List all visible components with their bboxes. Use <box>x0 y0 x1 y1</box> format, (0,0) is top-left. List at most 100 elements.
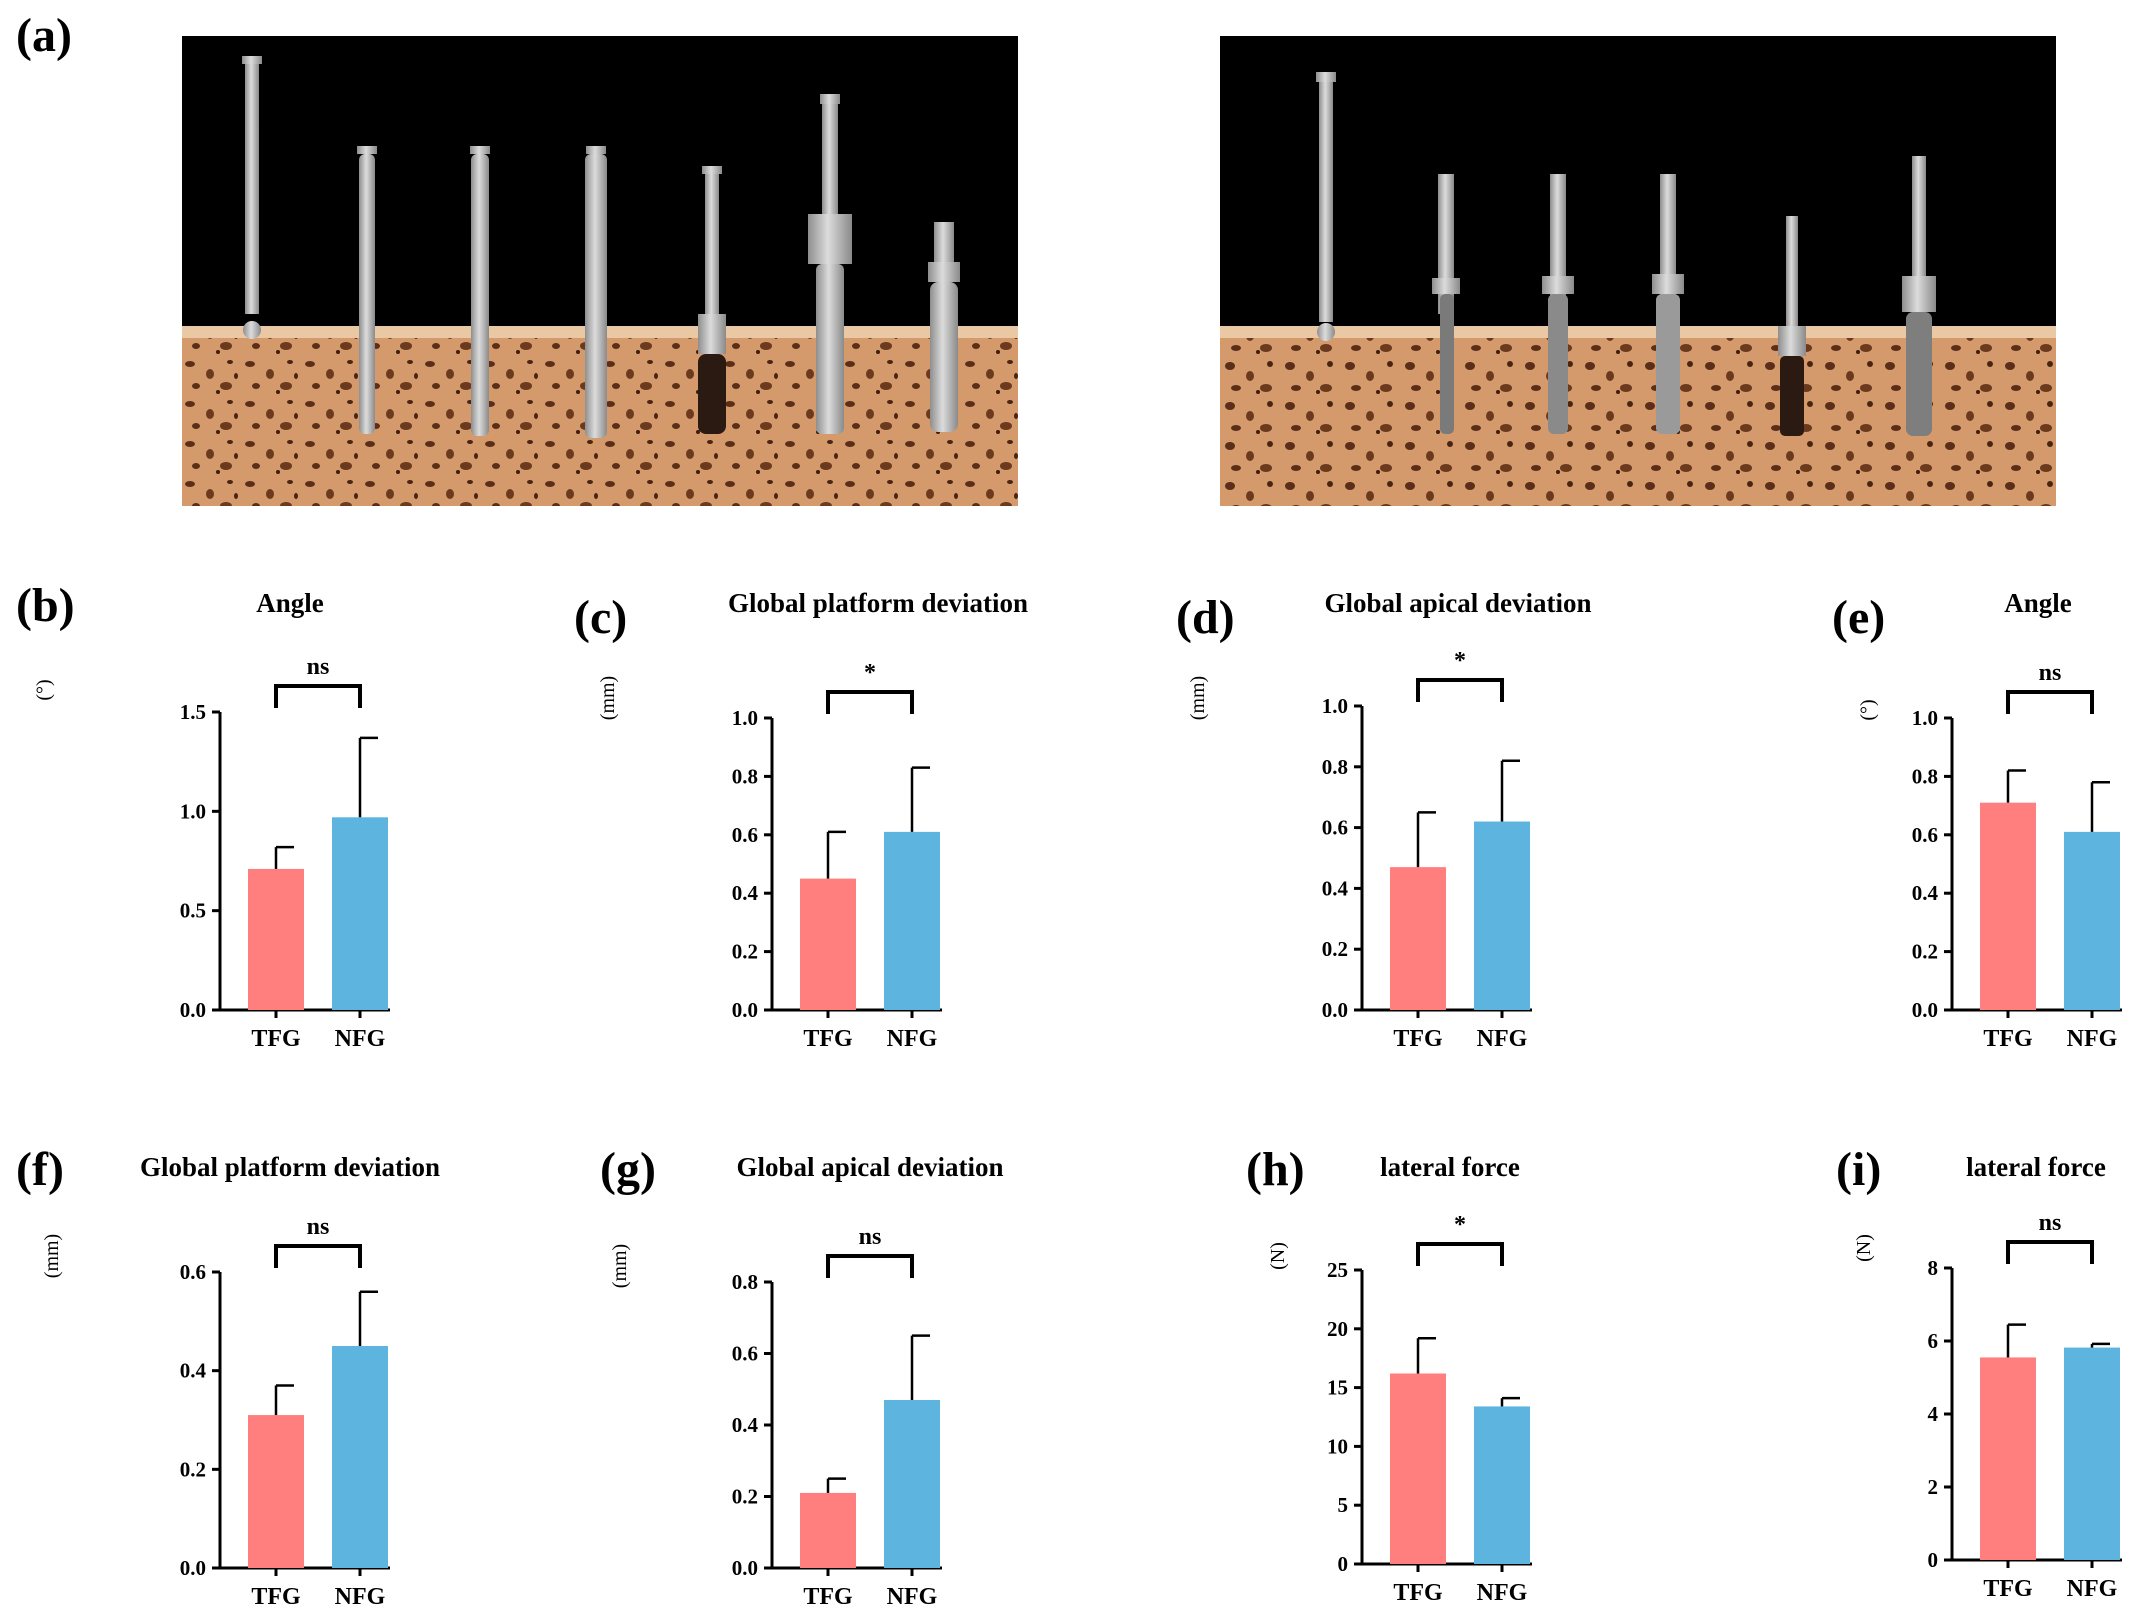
tap-mount <box>808 94 852 434</box>
x-tick-label: NFG <box>2067 1026 2118 1052</box>
y-axis-label: (N) <box>1853 1234 1875 1262</box>
bar-nfg <box>884 1399 940 1568</box>
bar-nfg <box>332 817 388 1010</box>
chart-title: Global apical deviation <box>736 1152 1003 1182</box>
panel-label-i: (i) <box>1836 1143 1882 1196</box>
photo-left <box>182 36 1018 506</box>
y-tick-label: 0.0 <box>732 1556 758 1580</box>
photo-right <box>1220 36 2056 506</box>
y-tick-label: 0.2 <box>1912 940 1938 964</box>
y-tick-label: 2 <box>1928 1475 1939 1499</box>
twist-drill <box>585 146 607 438</box>
bar-nfg <box>2064 831 2120 1010</box>
guided-implant <box>1902 156 1936 436</box>
x-tick-label: TFG <box>251 1026 301 1052</box>
chart-d: Global apical deviation (mm) 0.0 0.2 0.4 0.6 0… <box>1187 588 1592 1052</box>
y-tick-label: 20 <box>1327 1317 1348 1341</box>
y-tick-label: 0.6 <box>732 823 758 847</box>
x-tick-label: TFG <box>803 1026 853 1052</box>
significance-bracket <box>826 1254 914 1278</box>
y-tick-label: 0.2 <box>732 940 758 964</box>
y-tick-label: 10 <box>1327 1434 1348 1458</box>
y-tick-label: 0.0 <box>1912 998 1938 1022</box>
y-tick-label: 25 <box>1327 1258 1348 1282</box>
y-axis-label: (mm) <box>1187 676 1209 720</box>
bar-nfg <box>1474 1406 1530 1564</box>
chart-title: lateral force <box>1966 1152 2106 1182</box>
chart-title: Global platform deviation <box>140 1152 440 1182</box>
significance-label: ns <box>2039 660 2062 686</box>
bar-tfg <box>1980 802 2036 1010</box>
significance-label: ns <box>307 654 330 680</box>
y-tick-label: 0.6 <box>1912 823 1938 847</box>
y-axis-label: (°) <box>33 679 55 700</box>
chart-title: Angle <box>256 588 324 618</box>
y-tick-label: 0.0 <box>180 998 206 1022</box>
x-tick-label: NFG <box>1477 1580 1528 1606</box>
panel-label-d: (d) <box>1176 591 1235 644</box>
bar-tfg <box>248 868 304 1010</box>
significance-bracket <box>2006 1240 2094 1264</box>
chart-c: Global platform deviation (mm) 0.0 0.2 0.4 0.… <box>597 588 1028 1052</box>
significance-label: * <box>1454 1212 1466 1238</box>
x-tick-label: TFG <box>1983 1576 2033 1602</box>
significance-label: * <box>864 660 876 686</box>
chart-h: lateral force (N) 0 5 10 15 20 25 TFG NFG * <box>1267 1152 1532 1606</box>
y-tick-label: 0.0 <box>180 1556 206 1580</box>
panel-label-f: (f) <box>16 1143 64 1196</box>
y-tick-label: 0.0 <box>732 998 758 1022</box>
y-tick-label: 1.0 <box>1912 706 1938 730</box>
significance-bracket <box>1416 1242 1504 1266</box>
panel-label-b: (b) <box>16 579 75 632</box>
x-tick-label: NFG <box>335 1584 386 1610</box>
y-tick-label: 0.8 <box>1322 755 1348 779</box>
guided-drill <box>1432 174 1460 434</box>
bar-tfg <box>1390 1373 1446 1564</box>
y-tick-label: 0.4 <box>180 1359 207 1383</box>
x-tick-label: TFG <box>1393 1580 1443 1606</box>
y-tick-label: 15 <box>1327 1376 1348 1400</box>
guided-countersink <box>1778 216 1806 436</box>
significance-bracket <box>826 690 914 714</box>
significance-bracket <box>2006 690 2094 714</box>
x-tick-label: TFG <box>1983 1026 2033 1052</box>
bar-nfg <box>1474 821 1530 1010</box>
y-axis-label: (mm) <box>609 1244 631 1288</box>
y-axis-label: (°) <box>1857 699 1879 720</box>
x-tick-label: NFG <box>887 1026 938 1052</box>
y-tick-label: 0.4 <box>1912 881 1939 905</box>
y-axis-label: (mm) <box>597 676 619 720</box>
panel-label-e: (e) <box>1832 591 1886 644</box>
bar-tfg <box>1390 867 1446 1010</box>
twist-drill <box>357 146 377 434</box>
bar-nfg <box>2064 1347 2120 1560</box>
significance-bracket <box>1416 678 1504 702</box>
x-tick-label: NFG <box>887 1584 938 1610</box>
chart-title: lateral force <box>1380 1152 1520 1182</box>
x-tick-label: TFG <box>803 1584 853 1610</box>
y-tick-label: 5 <box>1338 1493 1349 1517</box>
y-tick-label: 0 <box>1928 1548 1939 1572</box>
significance-bracket <box>274 1244 362 1268</box>
x-tick-label: NFG <box>335 1026 386 1052</box>
bar-tfg <box>800 1492 856 1568</box>
bar-tfg <box>1980 1357 2036 1560</box>
x-tick-label: TFG <box>1393 1026 1443 1052</box>
chart-f: Global platform deviation (mm) 0.0 0.2 0.4 0.… <box>41 1152 440 1610</box>
twist-drill <box>470 146 490 436</box>
y-tick-label: 0 <box>1338 1552 1349 1576</box>
y-tick-label: 1.0 <box>732 706 758 730</box>
chart-i: lateral force (N) 0 2 4 6 8 TFG NFG ns <box>1853 1152 2122 1602</box>
guided-drill <box>1652 174 1684 434</box>
panel-label-g: (g) <box>600 1143 656 1196</box>
chart-b: Angle (°) 0.0 0.5 1.0 1.5 TFG NFG ns <box>33 588 390 1052</box>
y-tick-label: 0.6 <box>1322 816 1348 840</box>
significance-bracket <box>274 684 362 708</box>
y-tick-label: 0.4 <box>732 881 759 905</box>
x-tick-label: NFG <box>1477 1026 1528 1052</box>
bar-tfg <box>248 1415 304 1568</box>
chart-title: Global apical deviation <box>1324 588 1591 618</box>
y-tick-label: 6 <box>1928 1329 1939 1353</box>
chart-title: Angle <box>2004 588 2072 618</box>
